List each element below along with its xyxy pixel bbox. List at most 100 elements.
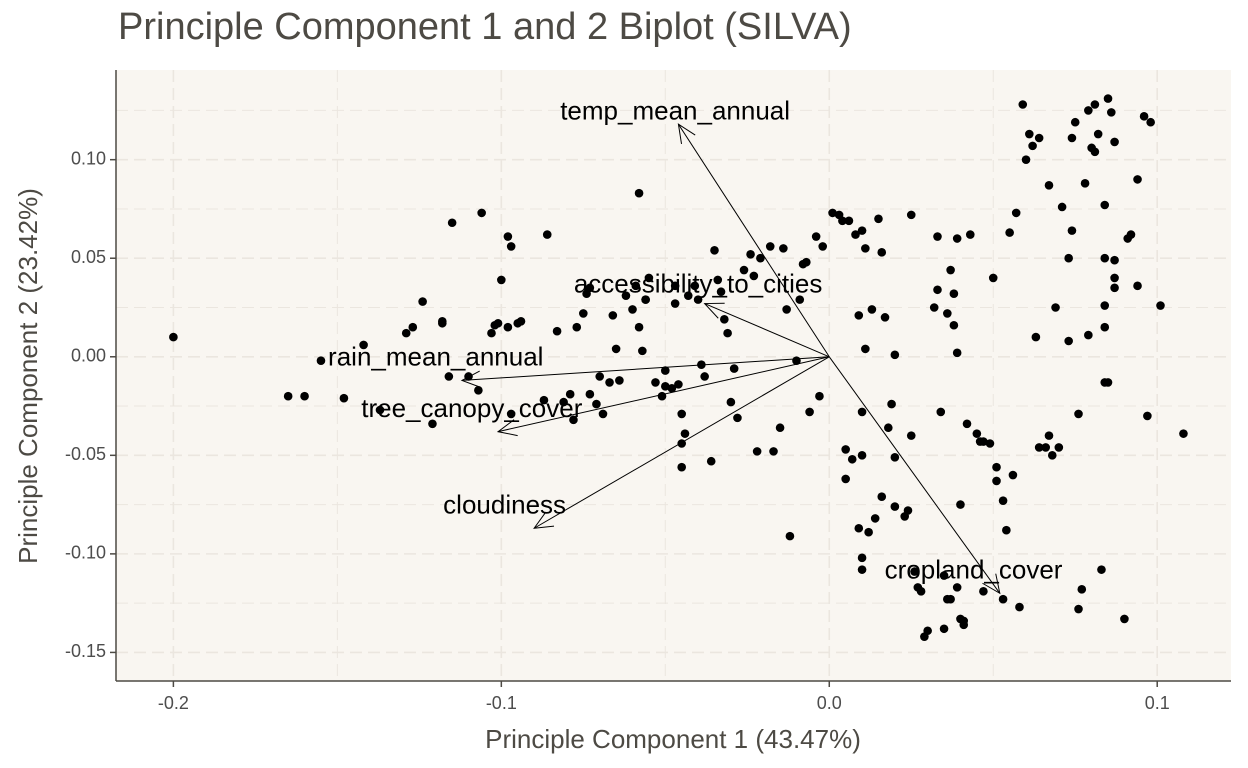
data-point (854, 311, 864, 320)
data-point (923, 626, 932, 636)
data-point (1070, 117, 1080, 127)
x-axis-title: Principle Component 1 (43.47%) (485, 724, 861, 754)
data-point (739, 265, 749, 275)
data-point (939, 624, 949, 634)
data-point (857, 565, 867, 574)
data-point (677, 462, 686, 472)
data-point (631, 281, 641, 291)
data-point (1146, 117, 1155, 127)
loading-arrow-rain-mean-annual (461, 356, 830, 381)
data-point (474, 385, 483, 395)
data-point (903, 506, 913, 515)
data-point (1031, 332, 1041, 342)
data-point (641, 295, 650, 304)
data-point (933, 232, 942, 241)
loading-label-rain-mean-annual: rain_mean_annual (328, 342, 543, 372)
data-point (933, 285, 942, 295)
data-point (749, 271, 759, 281)
data-point (910, 567, 919, 576)
data-point (667, 384, 677, 393)
x-tick-label: 0.1 (1145, 693, 1170, 713)
data-point (677, 409, 686, 419)
data-point (1064, 253, 1073, 263)
data-point (605, 378, 614, 387)
data-point (861, 244, 870, 253)
data-point (1139, 112, 1149, 121)
data-point (952, 234, 962, 243)
data-point (1011, 208, 1021, 218)
data-point (477, 208, 486, 218)
data-point (651, 378, 660, 387)
data-point (779, 244, 788, 253)
data-point (444, 372, 454, 381)
data-point (962, 419, 972, 429)
data-point (959, 620, 969, 630)
data-point (716, 287, 726, 297)
loading-label-accessibility-to-cities: accessibility_to_cities (574, 269, 823, 299)
y-tick-label: -0.05 (65, 444, 106, 464)
data-point (906, 210, 916, 220)
data-point (965, 230, 975, 239)
data-point (1143, 411, 1152, 421)
data-point (683, 291, 693, 300)
data-point (1067, 133, 1077, 143)
data-point (615, 376, 624, 385)
grid-lines (116, 70, 1231, 681)
data-point (1084, 106, 1093, 115)
loading-label-cloudiness: cloudiness (443, 489, 566, 519)
data-point (572, 322, 582, 332)
data-point (1110, 283, 1119, 293)
data-point (726, 397, 736, 407)
data-point (634, 188, 644, 198)
data-point (1067, 226, 1077, 235)
data-point (956, 500, 965, 509)
data-point (503, 232, 513, 241)
data-point (972, 429, 982, 438)
data-point (782, 305, 791, 314)
data-point (661, 366, 670, 375)
loading-arrow-accessibility-to-cities (704, 303, 830, 358)
data-point (870, 514, 880, 523)
data-point (447, 218, 457, 228)
data-point (1054, 443, 1064, 452)
data-points (169, 94, 1188, 641)
data-point (988, 273, 998, 283)
arrow-head (982, 573, 1001, 595)
data-point (785, 531, 795, 541)
data-point (857, 553, 867, 563)
data-point (408, 322, 418, 332)
loading-arrow-tree-canopy-cover (497, 356, 830, 433)
data-point (300, 391, 309, 401)
data-point (710, 246, 719, 255)
data-point (867, 305, 877, 314)
data-point (756, 253, 765, 263)
loading-arrow-cropland-cover (828, 356, 1001, 594)
y-axis-title: Principle Component 2 (23.42%) (13, 188, 43, 564)
data-point (1103, 378, 1113, 387)
data-point (851, 230, 860, 239)
data-point (1100, 253, 1110, 263)
data-point (1126, 230, 1136, 239)
data-point (497, 275, 506, 285)
loading-arrow-temp-mean-annual (677, 123, 830, 358)
loading-label-tree-canopy-cover: tree_canopy_cover (361, 393, 582, 423)
arrow-head (460, 370, 481, 388)
data-point (805, 407, 814, 417)
data-point (943, 309, 952, 318)
data-point (949, 289, 959, 299)
data-point (1041, 443, 1051, 452)
data-point (657, 391, 667, 401)
data-point (949, 320, 959, 330)
y-tick-label: 0.10 (71, 148, 106, 168)
data-point (815, 391, 824, 401)
data-point (670, 299, 680, 308)
plot-panel (116, 70, 1231, 681)
data-point (565, 389, 575, 399)
data-point (611, 344, 621, 354)
x-axis-ticks: -0.2 -0.1 0.0 0.1 (158, 681, 1170, 713)
data-point (795, 295, 805, 304)
x-tick-label: -0.1 (486, 693, 517, 713)
data-point (857, 451, 867, 460)
data-point (539, 395, 549, 405)
